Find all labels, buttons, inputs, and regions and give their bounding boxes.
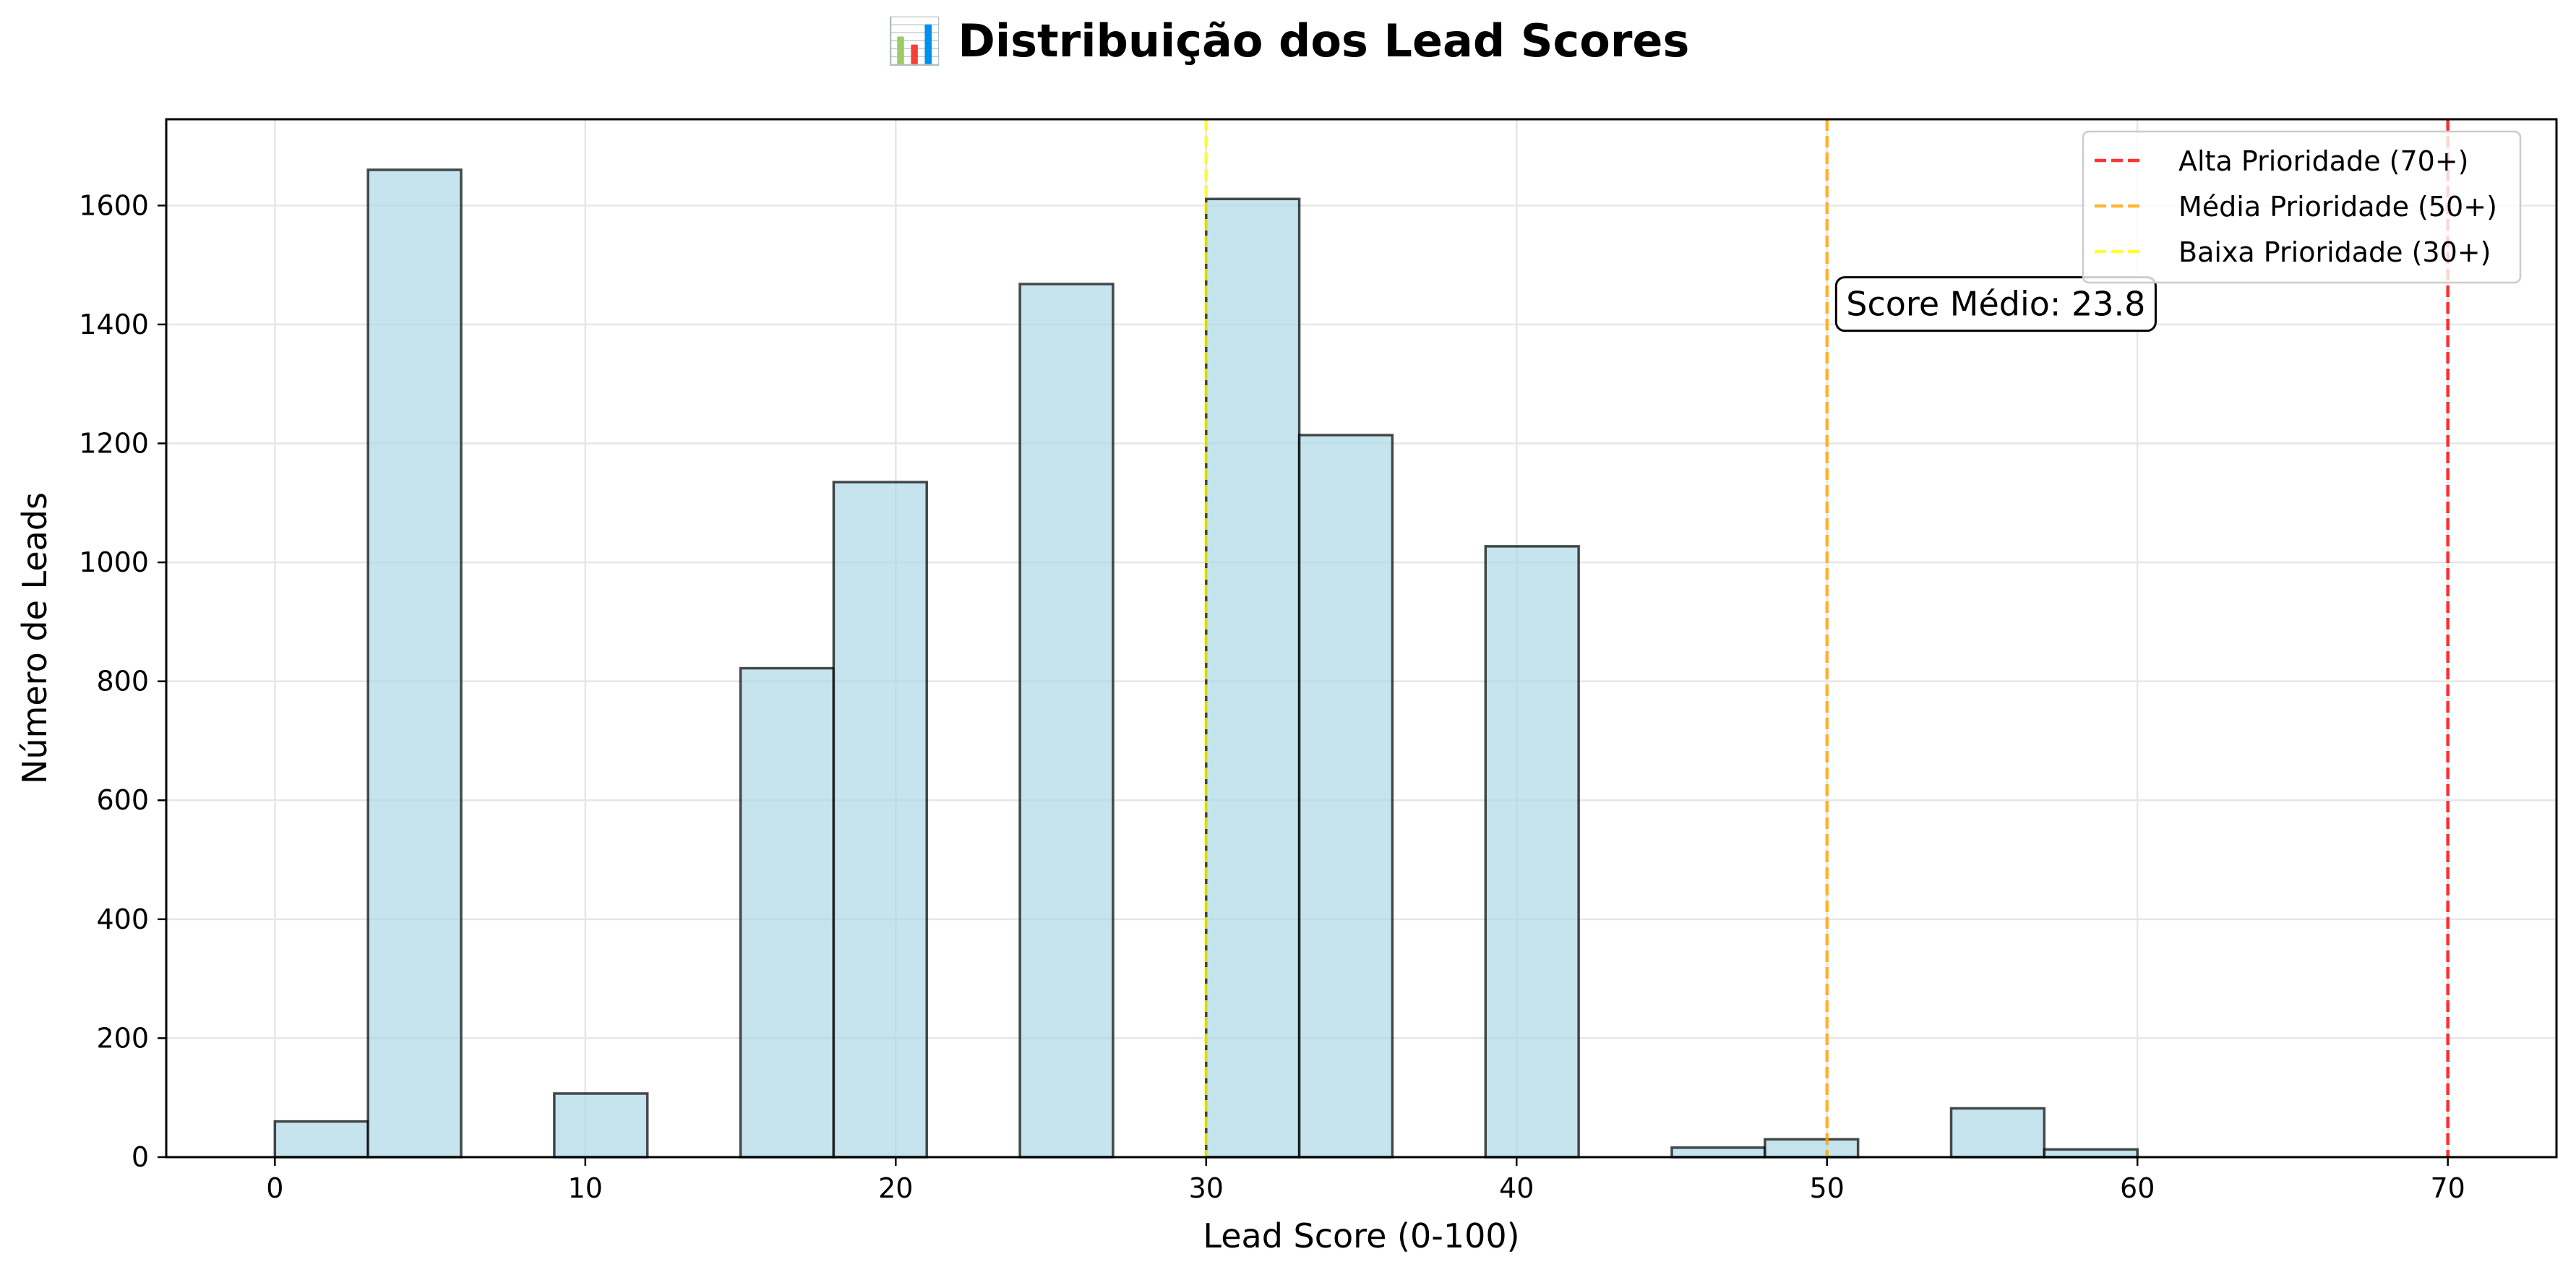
- legend-box: [2082, 130, 2522, 284]
- histogram-bar: [366, 168, 463, 1159]
- annotation-text: Score Médio: 23.8: [1846, 285, 2145, 324]
- y-tick-label: 600: [96, 784, 149, 816]
- y-tick-label: 1400: [79, 309, 149, 340]
- x-tick-label: 60: [2120, 1172, 2155, 1204]
- y-tick-label: 800: [96, 666, 149, 697]
- y-axis-label: Número de Leads: [15, 492, 54, 784]
- x-tick-label: 40: [1499, 1172, 1534, 1204]
- histogram-bar: [1949, 1107, 2046, 1159]
- histogram-bar: [1764, 1138, 1860, 1159]
- threshold-lines: [1204, 119, 2450, 1157]
- x-tick-label: 10: [568, 1172, 603, 1204]
- x-tick-label: 0: [266, 1172, 283, 1204]
- histogram-bar: [832, 481, 928, 1159]
- histogram-bar: [1484, 545, 1580, 1159]
- histogram-bar: [1018, 283, 1115, 1159]
- x-axis-label: Lead Score (0-100): [1203, 1216, 1519, 1255]
- mean-score-annotation: Score Médio: 23.8: [1834, 276, 2157, 332]
- x-tick-label: 30: [1189, 1172, 1224, 1204]
- y-tick-label: 1000: [79, 546, 149, 578]
- histogram-bar: [2043, 1148, 2139, 1159]
- x-axis-ticks: 0 10 20 30 40 50 60 70: [266, 1157, 2465, 1204]
- histogram-bars: [273, 168, 2139, 1159]
- y-tick-label: 1200: [79, 427, 149, 459]
- y-tick-label: 1600: [79, 189, 149, 221]
- x-tick-label: 70: [2431, 1172, 2465, 1204]
- y-axis-ticks: 0 200 400 600 800 1000 1200 1400 1600: [79, 189, 166, 1173]
- histogram-bar: [273, 1120, 369, 1159]
- histogram-bar: [739, 666, 836, 1159]
- plot-frame: [165, 118, 2558, 1159]
- legend-label: Alta Prioridade (70+): [2178, 145, 2469, 177]
- chart-title: 📊 Distribuição dos Lead Scores: [887, 14, 1690, 67]
- legend-label: Média Prioridade (50+): [2178, 191, 2497, 223]
- histogram-bar: [1670, 1146, 1766, 1159]
- histogram-bar: [553, 1092, 649, 1159]
- legend-label: Baixa Prioridade (30+): [2178, 236, 2491, 268]
- x-tick-label: 20: [878, 1172, 913, 1204]
- histogram-bar: [1297, 434, 1394, 1159]
- legend-items: Alta Prioridade (70+) Média Prioridade (5…: [2095, 145, 2497, 268]
- y-tick-label: 0: [132, 1141, 149, 1173]
- x-tick-label: 50: [1810, 1172, 1845, 1204]
- y-tick-label: 200: [96, 1022, 149, 1054]
- y-tick-label: 400: [96, 903, 149, 935]
- histogram-bar: [1205, 197, 1301, 1159]
- legend: Alta Prioridade (70+) Média Prioridade (5…: [2082, 130, 2522, 284]
- annotation-box: [1834, 276, 2157, 332]
